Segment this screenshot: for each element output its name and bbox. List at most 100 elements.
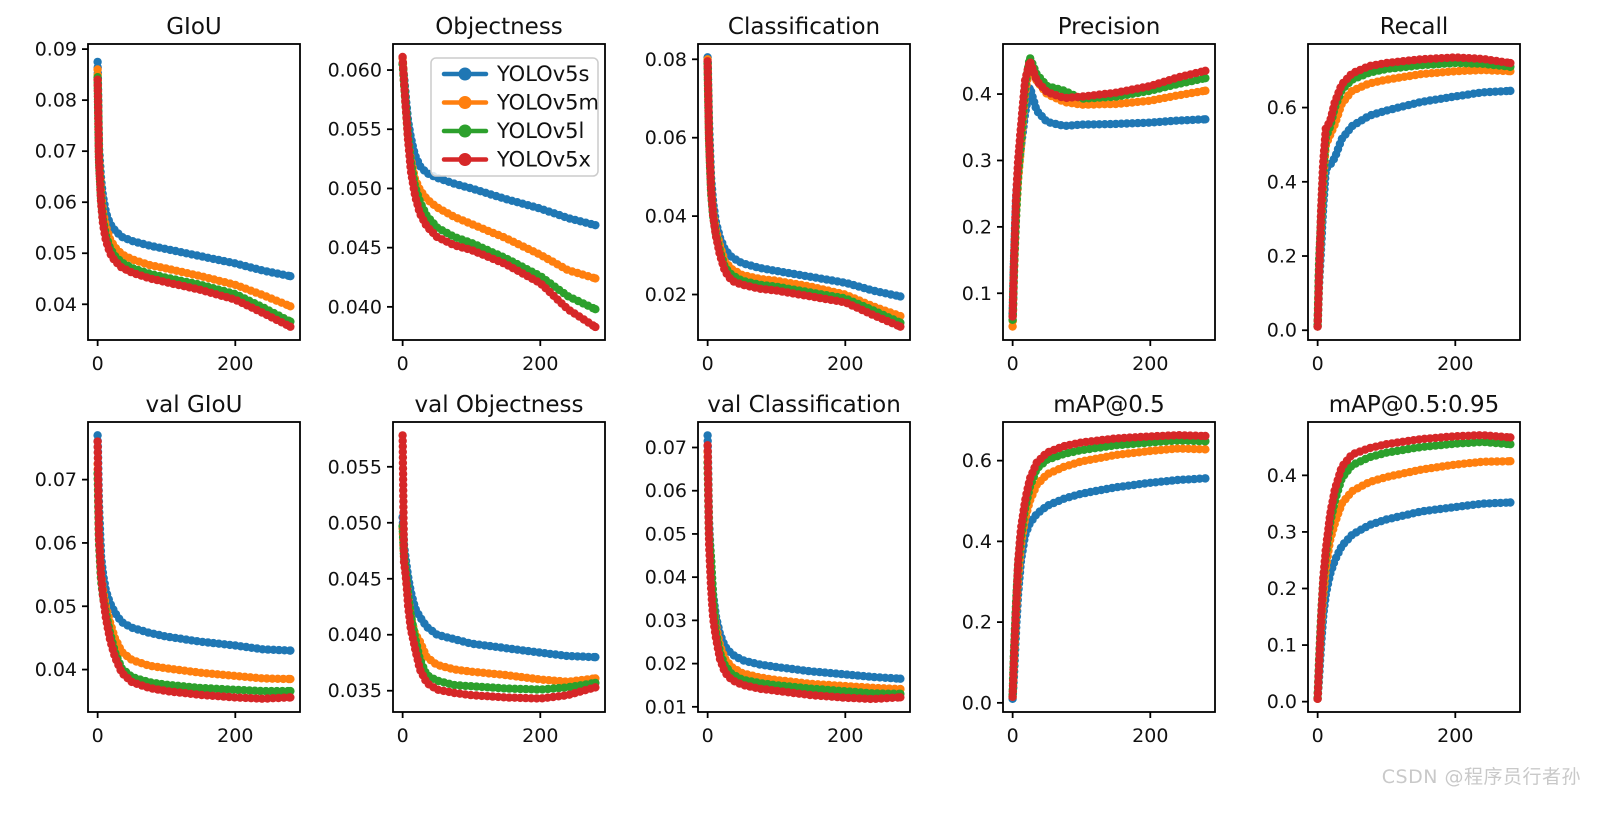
series-yolov5x [1008, 431, 1210, 701]
series-group [1313, 53, 1515, 331]
x-tick-label: 200 [522, 725, 558, 747]
y-tick-label: 0.050 [328, 512, 382, 534]
series-yolov5s [1313, 498, 1515, 703]
axes-frame [697, 421, 911, 713]
x-tick-label: 0 [1007, 725, 1019, 747]
y-tick-label: 0.3 [962, 150, 992, 172]
series-yolov5x [1313, 53, 1515, 331]
series-yolov5m [1313, 457, 1515, 703]
marker-dot [591, 220, 600, 230]
series-line [1315, 68, 1513, 329]
y-tick-label: 0.04 [645, 206, 687, 228]
y-tick-label: 0.4 [1267, 171, 1297, 193]
x-tick-label: 0 [92, 353, 104, 375]
legend-entry-yolov5s: YOLOv5s [441, 62, 589, 86]
axes-frame [1002, 43, 1216, 341]
y-tick-label: 0.06 [645, 127, 687, 149]
legend-label: YOLOv5m [496, 91, 599, 115]
marker-dot [896, 322, 905, 331]
legend-box [430, 57, 599, 177]
y-tick-label: 0.1 [1267, 635, 1297, 657]
series-yolov5s [1008, 474, 1210, 703]
y-tick-label: 0.2 [962, 612, 992, 634]
series-group [1008, 431, 1210, 703]
subplot-giou: GIoU 0.04 0.05 0.06 0.07 0.08 0.09 0 200 [35, 14, 301, 375]
y-tick-label: 0.06 [35, 192, 77, 214]
marker-dot [591, 274, 600, 283]
series-yolov5s [1313, 86, 1515, 331]
chart-title: Classification [728, 14, 880, 40]
chart-title: Objectness [435, 14, 563, 40]
y-tick-label: 0.02 [645, 284, 687, 306]
chart-title: val GIoU [146, 392, 243, 418]
series-yolov5l [1008, 436, 1210, 699]
series-yolov5s [703, 431, 905, 683]
marker-dot [1201, 73, 1210, 83]
marker-dot [286, 686, 295, 696]
y-tick-label: 0.6 [1267, 97, 1297, 119]
y-tick-label: 0.045 [328, 237, 382, 259]
y-tick-label: 0.4 [1267, 465, 1297, 487]
x-tick-label: 0 [397, 725, 409, 747]
watermark: CSDN @程序员行者孙 [1381, 766, 1581, 788]
axes-frame [1307, 43, 1521, 341]
marker-dot [1201, 66, 1210, 76]
axes-frame [392, 43, 606, 341]
y-tick-label: 0.04 [645, 567, 687, 589]
series-yolov5m [1008, 60, 1210, 331]
series-group [703, 53, 905, 331]
y-tick-label: 0.05 [35, 243, 77, 265]
x-tick-label: 200 [217, 725, 253, 747]
series-group [93, 57, 295, 331]
legend: YOLOv5s YOLOv5m YOLOv5l YOLOv5x [430, 57, 599, 177]
legend-entry-yolov5m: YOLOv5m [441, 91, 599, 115]
y-tick-label: 0.05 [35, 596, 77, 618]
chart-title: mAP@0.5 [1053, 392, 1165, 418]
marker-dot [1506, 58, 1515, 68]
x-tick-label: 0 [397, 353, 409, 375]
series-group [93, 431, 295, 703]
series-yolov5s [703, 53, 905, 301]
x-tick-label: 200 [1132, 353, 1168, 375]
y-tick-label: 0.0 [1267, 320, 1297, 342]
y-tick-label: 0.07 [645, 437, 687, 459]
marker-dot [591, 652, 600, 662]
legend-marker-dot [458, 153, 472, 166]
y-tick-label: 0.05 [645, 523, 687, 545]
series-line [95, 433, 293, 653]
marker-dot [286, 302, 295, 311]
series-group [1008, 54, 1210, 331]
y-tick-label: 0.09 [35, 39, 77, 61]
marker-dot [896, 693, 905, 702]
series-yolov5s [1008, 84, 1210, 318]
series-yolov5x [1008, 58, 1210, 321]
marker-dot [1506, 433, 1515, 442]
y-tick-label: 0.055 [328, 456, 382, 478]
y-tick-label: 0.045 [328, 568, 382, 590]
marker-dot [1506, 440, 1515, 449]
y-tick-label: 0.050 [328, 178, 382, 200]
series-line [400, 515, 598, 659]
marker-dot [591, 305, 600, 314]
x-tick-label: 200 [1132, 725, 1168, 747]
marker-dot [896, 674, 905, 683]
legend-label: YOLOv5x [496, 148, 591, 172]
y-tick-label: 0.07 [35, 141, 77, 163]
y-tick-label: 0.07 [35, 469, 77, 491]
subplot-val-objectness: val Objectness 0.035 0.040 0.045 0.050 0.055 0… [328, 392, 606, 747]
y-tick-label: 0.2 [1267, 578, 1297, 600]
marker-dot [1506, 86, 1515, 96]
x-tick-label: 0 [1312, 353, 1324, 375]
series-line [705, 433, 903, 681]
series-group [398, 52, 600, 332]
y-tick-label: 0.1 [962, 283, 992, 305]
y-tick-label: 0.060 [328, 60, 382, 82]
y-tick-label: 0.0 [1267, 691, 1297, 713]
legend-entry-yolov5x: YOLOv5x [441, 148, 591, 172]
subplot-map-0-5-0-95: mAP@0.5:0.95 0.0 0.1 0.2 0.3 0.4 0 200 [1267, 392, 1521, 747]
axes-frame [392, 421, 606, 713]
x-tick-label: 200 [1437, 353, 1473, 375]
y-tick-label: 0.040 [328, 296, 382, 318]
series-line [95, 60, 293, 278]
